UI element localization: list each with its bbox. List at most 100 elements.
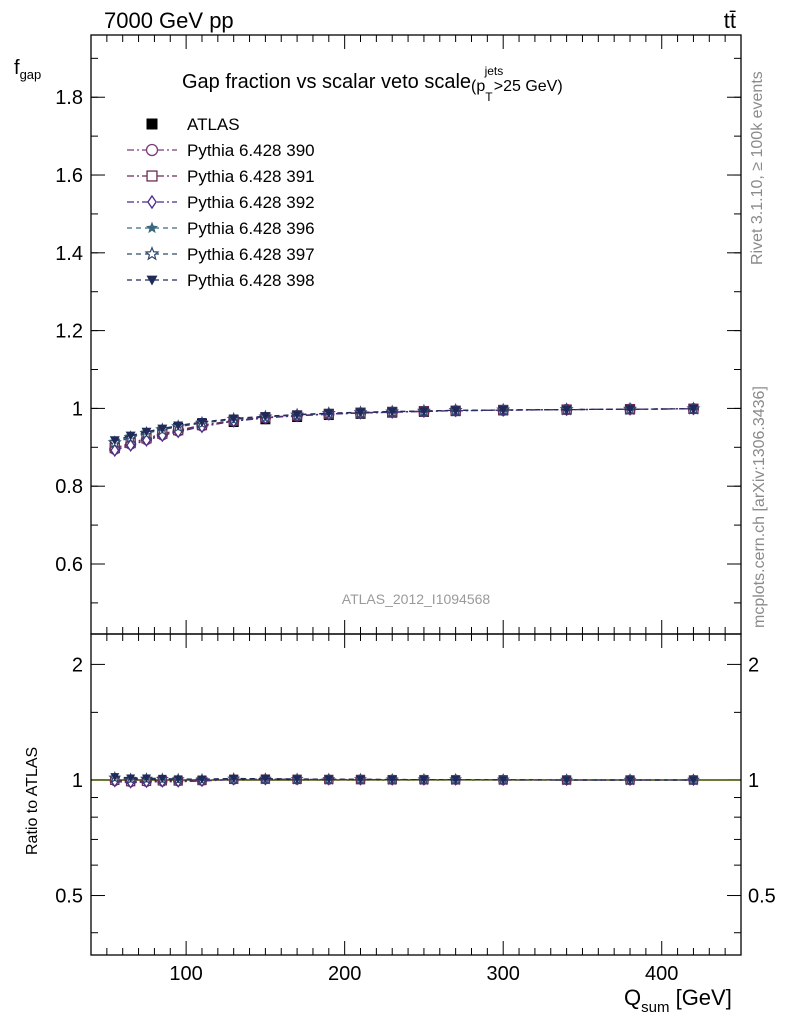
ylabel-main-sub: gap	[20, 67, 42, 82]
data-point	[356, 775, 366, 784]
data-point	[109, 436, 120, 446]
y-tick-label: 1	[72, 770, 83, 792]
data-point	[498, 776, 508, 785]
data-point	[387, 775, 397, 784]
legend-label: Pythia 6.428 392	[187, 193, 315, 212]
process-label: tt̄	[724, 8, 736, 33]
y-tick-label: 0.8	[55, 476, 83, 498]
legend: ATLAS Pythia 6.428 390 Pythia 6.428 391 Pyt…	[127, 115, 315, 290]
xlabel-sub: sum	[641, 999, 669, 1016]
title-sup: jets	[484, 64, 504, 78]
data-point	[260, 412, 271, 422]
y-tick-label: 1	[72, 398, 83, 420]
legend-item: Pythia 6.428 396	[127, 219, 315, 238]
mcplots-label: mcplots.cern.ch [arXiv:1306.3436]	[751, 386, 768, 628]
data-point	[355, 408, 366, 418]
legend-label: ATLAS	[187, 115, 240, 134]
y-tick-label: 1.4	[55, 243, 83, 265]
data-point	[157, 424, 168, 434]
y-tick-label-right: 1	[748, 770, 759, 792]
legend-marker	[146, 170, 158, 182]
data-point	[228, 414, 239, 424]
y-tick-label: 0.5	[55, 886, 83, 908]
data-point	[292, 775, 302, 784]
data-point	[324, 775, 334, 784]
legend-label: Pythia 6.428 391	[187, 167, 315, 186]
title-open: (p	[471, 78, 485, 95]
data-point	[419, 776, 429, 785]
x-tick-label: 300	[487, 963, 520, 985]
xlabel-symbol: Q	[624, 985, 641, 1010]
data-point	[126, 438, 136, 453]
data-point	[625, 405, 636, 415]
ylabel-ratio: Ratio to ATLAS	[24, 747, 41, 855]
x-tick-label: 400	[645, 963, 678, 985]
energy-label: 7000 GeV pp	[104, 8, 234, 33]
y-tick-label-right: 2	[748, 654, 759, 676]
series-line	[114, 776, 694, 781]
data-point	[173, 775, 183, 784]
data-point	[688, 776, 698, 785]
data-point	[197, 775, 207, 784]
data-point	[126, 774, 136, 783]
data-point	[157, 774, 167, 783]
legend-marker	[145, 221, 159, 234]
data-point	[451, 776, 461, 785]
legend-label: Pythia 6.428 390	[187, 141, 315, 160]
series-pythia-6-428-398	[110, 773, 698, 785]
legend-item: ATLAS	[146, 115, 240, 134]
series-pythia-6-428-398	[109, 404, 699, 446]
ratio-panel: 100 200 300 400 0.5 0.5 1 1 2 2	[55, 633, 776, 985]
legend-marker	[146, 275, 158, 286]
xlabel-unit: [GeV]	[669, 985, 731, 1010]
data-point	[688, 404, 699, 414]
analysis-label: ATLAS_2012_I1094568	[342, 591, 491, 607]
title-main: Gap fraction vs scalar veto scale	[182, 71, 471, 93]
xlabel: Qsum [GeV]	[624, 985, 732, 1016]
legend-marker	[146, 118, 158, 130]
data-point	[450, 406, 461, 416]
data-point	[110, 773, 120, 782]
main-panel: 0.6 0.8 1 1.2 1.4 1.6 1.8	[55, 34, 742, 635]
y-tick-label: 1.6	[55, 165, 83, 187]
legend-item: Pythia 6.428 392	[127, 193, 315, 212]
ylabel-main-symbol: f	[14, 57, 20, 79]
title-tail: >25 GeV)	[489, 78, 562, 95]
legend-label: Pythia 6.428 397	[187, 245, 315, 264]
data-point	[323, 409, 334, 419]
data-point	[625, 776, 635, 785]
y-tick-label: 1.2	[55, 321, 83, 343]
data-point	[229, 774, 239, 783]
legend-label: Pythia 6.428 398	[187, 271, 315, 290]
data-point	[292, 410, 303, 420]
data-point	[110, 443, 120, 458]
data-point	[173, 421, 184, 431]
x-tick-label: 100	[169, 963, 202, 985]
legend-item: Pythia 6.428 398	[127, 271, 315, 290]
data-point	[141, 774, 151, 783]
x-tick-label: 200	[328, 963, 361, 985]
data-point	[561, 405, 572, 415]
data-point	[196, 418, 207, 428]
legend-marker	[147, 194, 157, 210]
chart-title: Gap fraction vs scalar veto scale(pTjets…	[182, 64, 563, 104]
rivet-label: Rivet 3.1.10, ≥ 100k events	[749, 71, 766, 265]
data-point	[125, 431, 136, 441]
series-line	[114, 408, 694, 441]
legend-item: Pythia 6.428 397	[127, 245, 315, 264]
legend-marker	[145, 143, 159, 157]
legend-label: Pythia 6.428 396	[187, 219, 315, 238]
data-point	[260, 775, 270, 784]
data-point	[387, 407, 398, 417]
data-point	[562, 776, 572, 785]
legend-item: Pythia 6.428 390	[127, 141, 315, 160]
data-point	[141, 427, 152, 437]
y-tick-label-right: 0.5	[748, 886, 776, 908]
y-tick-label: 1.8	[55, 87, 83, 109]
y-tick-label: 0.6	[55, 554, 83, 576]
legend-item: Pythia 6.428 391	[127, 167, 315, 186]
ylabel-main: fgap	[14, 57, 41, 82]
data-point	[418, 407, 429, 417]
plot-frame	[90, 633, 742, 956]
